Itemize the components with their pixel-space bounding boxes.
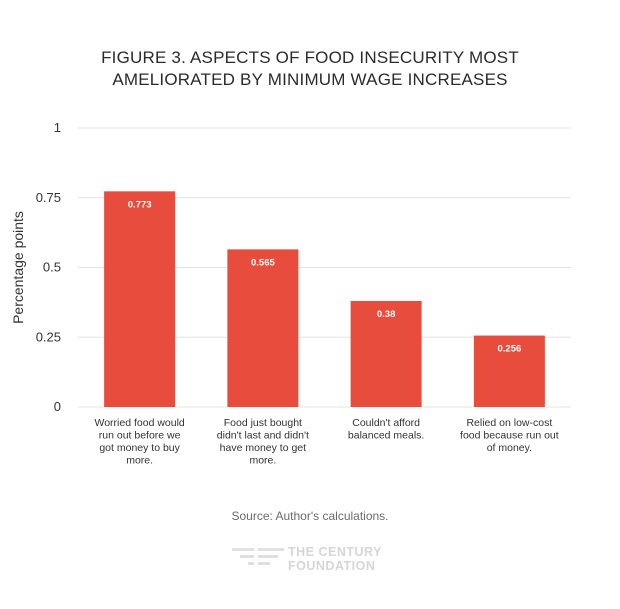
x-tick-label-line: Relied on low-cost xyxy=(466,417,552,429)
y-tick-label: 0.25 xyxy=(36,329,61,344)
logo-mark-icon xyxy=(232,548,284,565)
source-note: Source: Author's calculations. xyxy=(231,509,389,523)
x-tick-label-line: got money to buy xyxy=(99,442,180,454)
x-tick-label-line: Food just bought xyxy=(224,417,302,429)
x-tick-label: Relied on low-cost food because run out of… xyxy=(460,417,559,454)
bar xyxy=(104,191,176,407)
data-label: 0.256 xyxy=(497,344,521,355)
logo-text: THE CENTURY FOUNDATION xyxy=(288,545,382,573)
logo-text-line-2: FOUNDATION xyxy=(288,559,376,573)
bar xyxy=(227,249,299,407)
x-tick-label-line: balanced meals. xyxy=(348,430,424,442)
chart-title-line-2: AMELIORATED BY MINIMUM WAGE INCREASES xyxy=(112,70,508,89)
x-tick-label-line: of money. xyxy=(487,442,532,454)
x-tick-label-line: more. xyxy=(249,455,276,467)
chart-title-line-1: FIGURE 3. ASPECTS OF FOOD INSECURITY MOS… xyxy=(101,48,519,67)
x-tick-label: Couldn't afford balanced meals. xyxy=(348,417,424,442)
logo-text-line-1: THE CENTURY xyxy=(288,545,382,559)
y-axis-label: Percentage points xyxy=(10,211,26,324)
bar xyxy=(473,335,545,407)
y-tick-label: 0.75 xyxy=(36,190,61,205)
x-tick-label-line: Couldn't afford xyxy=(352,417,420,429)
data-label: 0.773 xyxy=(128,199,152,210)
data-label: 0.38 xyxy=(377,309,396,320)
x-tick-label: Food just bought didn't last and didn't ha… xyxy=(217,417,309,467)
y-tick-label: 0.5 xyxy=(43,260,61,275)
x-tick-label-line: more. xyxy=(126,455,153,467)
x-tick-label-line: Worried food would xyxy=(94,417,184,429)
x-tick-label-line: food because run out xyxy=(460,430,559,442)
y-tick-label: 0 xyxy=(54,399,61,414)
y-tick-label: 1 xyxy=(54,120,61,135)
x-tick-label-line: didn't last and didn't xyxy=(217,430,309,442)
bar xyxy=(350,300,422,407)
x-tick-label: Worried food would run out before we got m… xyxy=(94,417,184,467)
x-tick-label-line: run out before we xyxy=(99,430,181,442)
data-label: 0.565 xyxy=(251,257,275,268)
x-tick-label-line: have money to get xyxy=(220,442,306,454)
foundation-logo: THE CENTURY FOUNDATION xyxy=(232,545,402,575)
